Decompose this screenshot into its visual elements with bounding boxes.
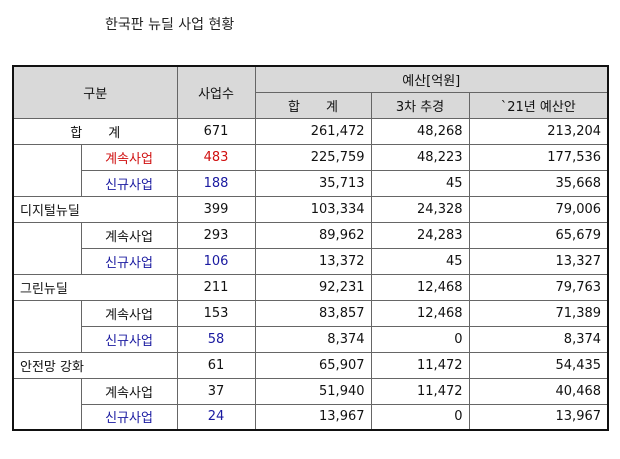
row-label: 신규사업 (80, 247, 178, 275)
count-cell: 671 (176, 117, 256, 145)
supp3-cell: 12,468 (370, 299, 470, 327)
row-label: 안전망 강화 (12, 351, 178, 379)
table-row: 계속사업 483 225,759 48,223 177,536 (12, 143, 609, 171)
total-cell: 65,907 (254, 351, 372, 379)
total-cell: 92,231 (254, 273, 372, 301)
header-budget: 예산[억원] (254, 65, 609, 93)
total-cell: 13,372 (254, 247, 372, 275)
count-cell: 24 (176, 403, 256, 431)
count-cell: 153 (176, 299, 256, 327)
page-title: 한국판 뉴딜 사업 현황 (105, 17, 235, 33)
total-cell: 35,713 (254, 169, 372, 197)
total-cell: 51,940 (254, 377, 372, 405)
supp3-cell: 48,223 (370, 143, 470, 171)
table-row: 계속사업 37 51,940 11,472 40,468 (12, 377, 609, 405)
row-label: 계속사업 (80, 143, 178, 171)
header-category: 구분 (12, 65, 178, 119)
budget21-cell: 13,327 (468, 247, 609, 275)
total-cell: 225,759 (254, 143, 372, 171)
row-label: 신규사업 (80, 325, 178, 353)
budget21-cell: 8,374 (468, 325, 609, 353)
supp3-cell: 11,472 (370, 377, 470, 405)
table-row: 디지털뉴딜 399 103,334 24,328 79,006 (12, 195, 609, 223)
total-cell: 83,857 (254, 299, 372, 327)
header-count: 사업수 (176, 65, 256, 119)
row-label: 신규사업 (80, 403, 178, 431)
total-cell: 103,334 (254, 195, 372, 223)
budget21-cell: 79,006 (468, 195, 609, 223)
count-cell: 37 (176, 377, 256, 405)
total-cell: 89,962 (254, 221, 372, 249)
budget21-cell: 71,389 (468, 299, 609, 327)
supp3-cell: 45 (370, 169, 470, 197)
count-cell: 399 (176, 195, 256, 223)
supp3-cell: 12,468 (370, 273, 470, 301)
total-cell: 261,472 (254, 117, 372, 145)
budget21-cell: 65,679 (468, 221, 609, 249)
count-cell: 61 (176, 351, 256, 379)
budget21-cell: 54,435 (468, 351, 609, 379)
row-label: 합 계 (12, 117, 178, 145)
row-label: 계속사업 (80, 299, 178, 327)
row-label: 그린뉴딜 (12, 273, 178, 301)
budget21-cell: 13,967 (468, 403, 609, 431)
row-label: 디지털뉴딜 (12, 195, 178, 223)
count-cell: 293 (176, 221, 256, 249)
header-total: 합 계 (254, 91, 372, 119)
table-row: 신규사업 188 35,713 45 35,668 (12, 169, 609, 197)
total-cell: 13,967 (254, 403, 372, 431)
budget21-cell: 40,468 (468, 377, 609, 405)
count-cell: 211 (176, 273, 256, 301)
budget21-cell: 177,536 (468, 143, 609, 171)
budget-table: 구분 사업수 예산[억원] 합 계 3차 추경 `21년 예산안 합 계 671… (12, 65, 610, 431)
table-row: 합 계 671 261,472 48,268 213,204 (12, 117, 609, 145)
count-cell: 483 (176, 143, 256, 171)
table-row: 신규사업 106 13,372 45 13,327 (12, 247, 609, 275)
table-row: 그린뉴딜 211 92,231 12,468 79,763 (12, 273, 609, 301)
table-row: 계속사업 153 83,857 12,468 71,389 (12, 299, 609, 327)
table-row: 안전망 강화 61 65,907 11,472 54,435 (12, 351, 609, 379)
table-row: 계속사업 293 89,962 24,283 65,679 (12, 221, 609, 249)
budget21-cell: 35,668 (468, 169, 609, 197)
supp3-cell: 0 (370, 403, 470, 431)
total-cell: 8,374 (254, 325, 372, 353)
table-row: 신규사업 58 8,374 0 8,374 (12, 325, 609, 353)
supp3-cell: 24,283 (370, 221, 470, 249)
row-label: 계속사업 (80, 221, 178, 249)
budget21-cell: 213,204 (468, 117, 609, 145)
supp3-cell: 45 (370, 247, 470, 275)
count-cell: 188 (176, 169, 256, 197)
supp3-cell: 11,472 (370, 351, 470, 379)
supp3-cell: 24,328 (370, 195, 470, 223)
row-label: 신규사업 (80, 169, 178, 197)
table-row: 신규사업 24 13,967 0 13,967 (12, 403, 609, 431)
count-cell: 58 (176, 325, 256, 353)
supp3-cell: 48,268 (370, 117, 470, 145)
count-cell: 106 (176, 247, 256, 275)
row-label: 계속사업 (80, 377, 178, 405)
supp3-cell: 0 (370, 325, 470, 353)
budget21-cell: 79,763 (468, 273, 609, 301)
header-budget21: `21년 예산안 (468, 91, 609, 119)
header-supp3: 3차 추경 (370, 91, 470, 119)
